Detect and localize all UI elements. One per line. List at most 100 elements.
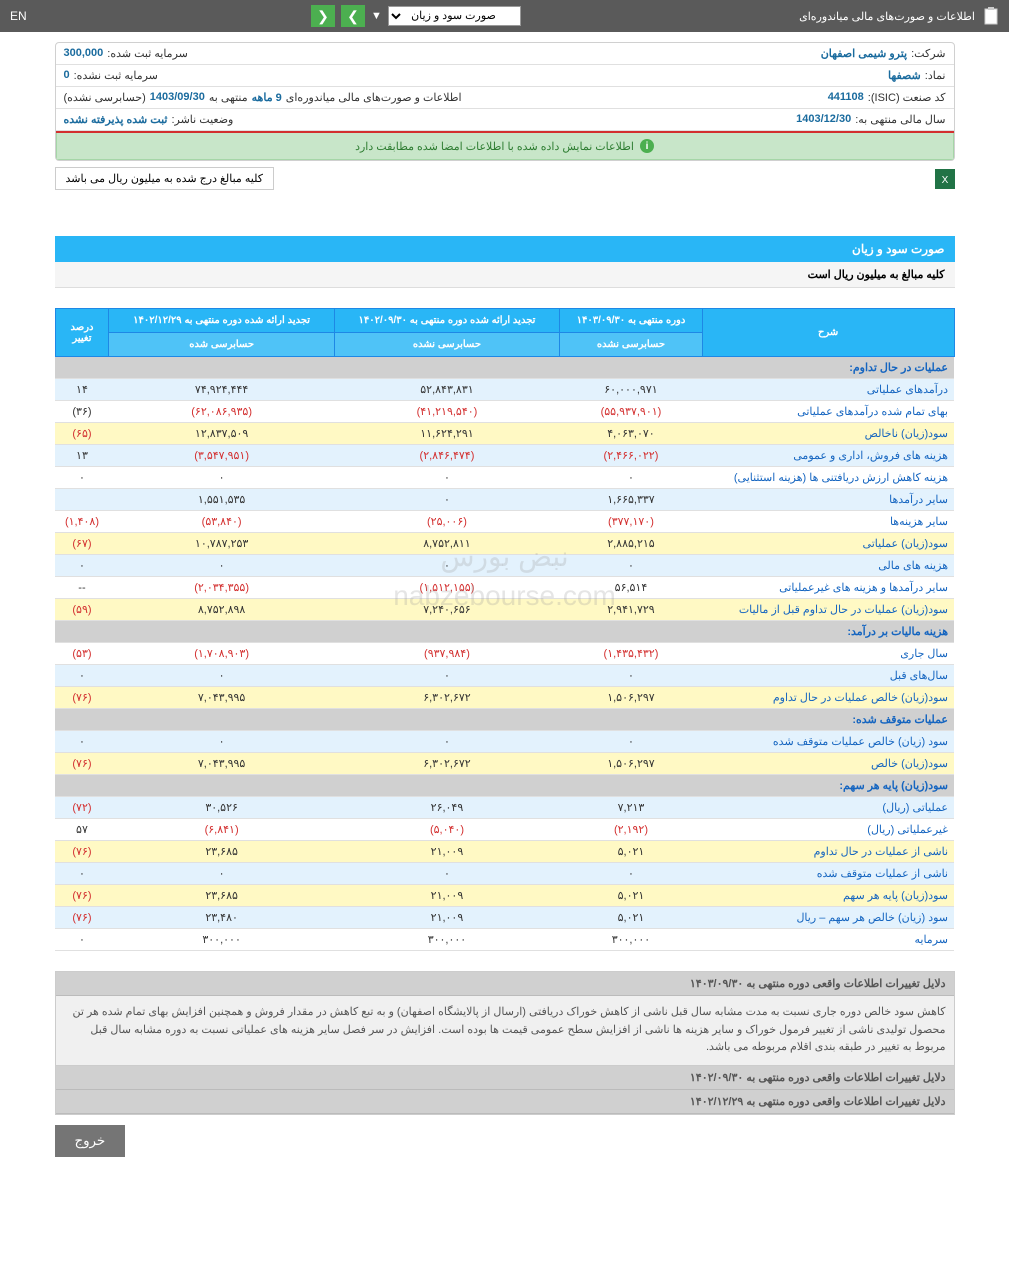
cell: ۰ bbox=[560, 731, 703, 753]
notes-h3: دلایل تغییرات اطلاعات واقعی دوره منتهی ب… bbox=[56, 1090, 954, 1114]
cell-change: ۰ bbox=[55, 863, 109, 885]
cell: ۳۰۰,۰۰۰ bbox=[109, 929, 334, 951]
lang-switch[interactable]: EN bbox=[10, 9, 27, 23]
clipboard-icon bbox=[983, 7, 999, 25]
report-dropdown[interactable]: صورت سود و زیان bbox=[388, 6, 521, 26]
company-value: پترو شیمی اصفهان bbox=[821, 47, 907, 60]
row-desc: سود(زیان) پایه هر سهم bbox=[702, 885, 954, 907]
cell: (۵۵,۹۳۷,۹۰۱) bbox=[560, 401, 703, 423]
cell: ۵,۰۲۱ bbox=[560, 907, 703, 929]
row-desc: سال جاری bbox=[702, 643, 954, 665]
cell-change: (۳۶) bbox=[55, 401, 109, 423]
cell: ۰ bbox=[109, 467, 334, 489]
cell: (۱,۷۰۸,۹۰۳) bbox=[109, 643, 334, 665]
cell: ۰ bbox=[109, 731, 334, 753]
cell: ۰ bbox=[109, 555, 334, 577]
cell: ۱۰,۷۸۷,۲۵۳ bbox=[109, 533, 334, 555]
row-desc: ناشی از عملیات متوقف شده bbox=[702, 863, 954, 885]
notes-h2: دلایل تغییرات اطلاعات واقعی دوره منتهی ب… bbox=[56, 1066, 954, 1090]
cell: ۲۳,۴۸۰ bbox=[109, 907, 334, 929]
cell: ۰ bbox=[334, 665, 559, 687]
cell-change: -- bbox=[55, 577, 109, 599]
info-box: شرکت: پترو شیمی اصفهان سرمایه ثبت شده: 3… bbox=[55, 42, 955, 161]
cell-change: (۷۶) bbox=[55, 907, 109, 929]
pub-value: ثبت شده پذیرفته نشده bbox=[64, 113, 168, 126]
cell: ۱,۵۰۶,۲۹۷ bbox=[560, 753, 703, 775]
cell: (۱,۴۳۵,۴۳۲) bbox=[560, 643, 703, 665]
section-header: عملیات متوقف شده: bbox=[55, 709, 954, 731]
cell-change: ۰ bbox=[55, 731, 109, 753]
nav-next[interactable]: ❯ bbox=[341, 5, 365, 27]
cell: ۰ bbox=[334, 467, 559, 489]
cell-change: (۷۶) bbox=[55, 885, 109, 907]
row-desc: ناشی از عملیات در حال تداوم bbox=[702, 841, 954, 863]
fy-label: سال مالی منتهی به: bbox=[855, 113, 945, 126]
cell: (۲,۸۴۶,۴۷۴) bbox=[334, 445, 559, 467]
cell: ۳۰,۵۲۶ bbox=[109, 797, 334, 819]
col-p3: تجدید ارائه شده دوره منتهی به ۱۴۰۲/۱۲/۲۹ bbox=[109, 309, 334, 333]
cell: ۵,۰۲۱ bbox=[560, 841, 703, 863]
cell: ۲,۸۸۵,۲۱۵ bbox=[560, 533, 703, 555]
status-text: اطلاعات نمایش داده شده با اطلاعات امضا ش… bbox=[355, 140, 634, 153]
row-desc: سود (زیان) خالص هر سهم – ریال bbox=[702, 907, 954, 929]
report-end: 1403/09/30 bbox=[150, 91, 205, 104]
cell: (۴۱,۲۱۹,۵۴۰) bbox=[334, 401, 559, 423]
cell: ۰ bbox=[560, 665, 703, 687]
notes-box: دلایل تغییرات اطلاعات واقعی دوره منتهی ب… bbox=[55, 971, 955, 1115]
report-end-label: منتهی به bbox=[209, 91, 248, 104]
col-p2s: حسابرسی نشده bbox=[334, 333, 559, 357]
report-period: 9 ماهه bbox=[252, 91, 282, 104]
cell: ۵۶,۵۱۴ bbox=[560, 577, 703, 599]
cell-change: ۱۴ bbox=[55, 379, 109, 401]
cell-change: ۰ bbox=[55, 665, 109, 687]
cell: ۷۴,۹۲۴,۴۴۴ bbox=[109, 379, 334, 401]
cell: ۲۱,۰۰۹ bbox=[334, 841, 559, 863]
cell-change: ۱۳ bbox=[55, 445, 109, 467]
row-desc: هزینه های فروش، اداری و عمومی bbox=[702, 445, 954, 467]
cell: ۲۳,۶۸۵ bbox=[109, 885, 334, 907]
row-desc: سود(زیان) خالص عملیات در حال تداوم bbox=[702, 687, 954, 709]
row-desc: عملیاتی (ریال) bbox=[702, 797, 954, 819]
row-desc: هزینه کاهش ارزش دریافتنی ها (هزینه استثن… bbox=[702, 467, 954, 489]
cell: ۸,۷۵۲,۸۱۱ bbox=[334, 533, 559, 555]
cell: (۲,۱۹۲) bbox=[560, 819, 703, 841]
cell: (۶,۸۴۱) bbox=[109, 819, 334, 841]
cell: (۳۷۷,۱۷۰) bbox=[560, 511, 703, 533]
section-subtitle: کلیه مبالغ به میلیون ریال است bbox=[55, 262, 955, 288]
cell-change: (۷۶) bbox=[55, 687, 109, 709]
cell: ۰ bbox=[334, 489, 559, 511]
col-p3s: حسابرسی شده bbox=[109, 333, 334, 357]
cell: (۵,۰۴۰) bbox=[334, 819, 559, 841]
cell-change bbox=[55, 489, 109, 511]
cell-change: (۵۹) bbox=[55, 599, 109, 621]
cell: ۸,۷۵۲,۸۹۸ bbox=[109, 599, 334, 621]
cell: ۲۱,۰۰۹ bbox=[334, 885, 559, 907]
cell-change: (۶۵) bbox=[55, 423, 109, 445]
cell: ۰ bbox=[334, 863, 559, 885]
cell: ۱۲,۸۳۷,۵۰۹ bbox=[109, 423, 334, 445]
row-desc: سود(زیان) عملیات در حال تداوم قبل از مال… bbox=[702, 599, 954, 621]
cell: ۲۳,۶۸۵ bbox=[109, 841, 334, 863]
cell-change: (۷۶) bbox=[55, 841, 109, 863]
exit-button[interactable]: خروج bbox=[55, 1125, 126, 1157]
status-bar: i اطلاعات نمایش داده شده با اطلاعات امضا… bbox=[56, 133, 954, 160]
notes-h1: دلایل تغییرات اطلاعات واقعی دوره منتهی ب… bbox=[56, 972, 954, 996]
row-desc: سود(زیان) ناخالص bbox=[702, 423, 954, 445]
notes-b1: کاهش سود خالص دوره جاری نسبت به مدت مشاب… bbox=[56, 996, 954, 1066]
report-audit: (حسابرسی نشده) bbox=[64, 91, 146, 104]
capital-reg-label: سرمایه ثبت شده: bbox=[107, 47, 188, 60]
cell: ۲۱,۰۰۹ bbox=[334, 907, 559, 929]
cell: ۵۲,۸۴۳,۸۳۱ bbox=[334, 379, 559, 401]
row-desc: بهای تمام شده درآمدهای عملیاتی bbox=[702, 401, 954, 423]
row-desc: سود (زیان) خالص عملیات متوقف شده bbox=[702, 731, 954, 753]
cell-change: ۰ bbox=[55, 929, 109, 951]
cell: ۶۰,۰۰۰,۹۷۱ bbox=[560, 379, 703, 401]
cell: (۲,۰۳۴,۳۵۵) bbox=[109, 577, 334, 599]
cell: ۱,۵۵۱,۵۳۵ bbox=[109, 489, 334, 511]
isic-label: کد صنعت (ISIC): bbox=[868, 91, 946, 104]
nav-prev[interactable]: ❮ bbox=[311, 5, 335, 27]
excel-icon[interactable]: X bbox=[935, 169, 955, 189]
section-header: عملیات در حال تداوم: bbox=[55, 357, 954, 379]
row-desc: درآمدهای عملیاتی bbox=[702, 379, 954, 401]
currency-note: کلیه مبالغ درج شده به میلیون ریال می باش… bbox=[55, 167, 274, 190]
